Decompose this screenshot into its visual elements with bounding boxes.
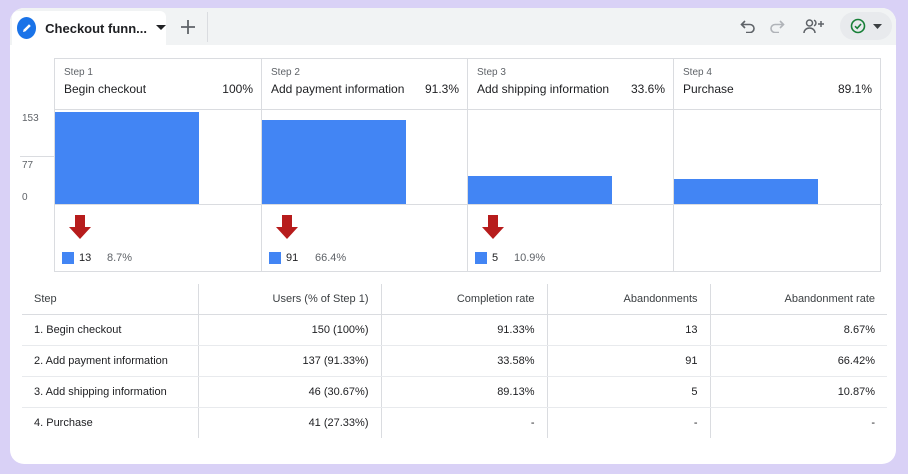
cell-abandonments: 5 (546, 376, 710, 408)
cell-abandonment-rate: 8.67% (709, 314, 887, 346)
y-tick-mid: 77 (22, 160, 34, 171)
funnel-bar[interactable] (55, 112, 199, 204)
abandonment-rate: 10.9% (514, 252, 546, 264)
abandonment-count: 13 (79, 252, 92, 264)
funnel-bar[interactable] (468, 176, 612, 204)
y-gridline (20, 156, 54, 157)
redo-icon (770, 20, 785, 33)
chevron-down-icon[interactable] (156, 25, 166, 31)
tab-title: Checkout funn... (45, 20, 147, 36)
cell-users: 46 (30.67%) (197, 376, 381, 408)
tab-bar: Checkout funn... (10, 8, 896, 45)
cell-completion-rate: 91.33% (380, 314, 547, 346)
step-percent: 91.3% (424, 82, 459, 96)
step-number: Step 1 (64, 67, 93, 78)
column-header-users[interactable]: Users (% of Step 1) (197, 284, 381, 315)
funnel-step-2[interactable]: Step 2 Add payment information 91.3% 91 … (262, 59, 468, 271)
y-tick-zero: 0 (22, 192, 28, 203)
abandonment-count: 91 (286, 252, 299, 264)
drop-arrow-icon (69, 215, 91, 239)
status-menu[interactable] (840, 12, 892, 40)
legend-swatch (475, 252, 487, 264)
share-button[interactable] (800, 14, 828, 38)
abandonment-rate: 66.4% (315, 252, 347, 264)
step-number: Step 2 (271, 67, 300, 78)
cell-abandonment-rate: - (709, 407, 887, 438)
drop-arrow-icon (482, 215, 504, 239)
step-percent: 100% (222, 82, 253, 96)
step-number: Step 3 (477, 67, 506, 78)
tab-checkout-funnel[interactable]: Checkout funn... (12, 11, 166, 45)
cell-completion-rate: 89.13% (380, 376, 547, 408)
report-window: Checkout funn... 153 77 0 Step 1 (10, 8, 896, 464)
plus-icon (180, 20, 195, 34)
baseline (55, 204, 882, 205)
y-tick-max: 153 (22, 113, 39, 124)
funnel-step-1[interactable]: Step 1 Begin checkout 100% 13 8.7% (55, 59, 262, 271)
cell-users: 150 (100%) (197, 314, 381, 346)
abandonment-rate: 8.7% (107, 252, 133, 264)
funnel-chart: Step 1 Begin checkout 100% 13 8.7% Step … (54, 58, 882, 272)
step-percent: 89.1% (837, 82, 872, 96)
header-divider (55, 109, 882, 110)
undo-icon (740, 20, 755, 33)
cell-abandonment-rate: 10.87% (709, 376, 887, 408)
step-name: Add shipping information (477, 82, 610, 96)
undo-button[interactable] (736, 14, 760, 38)
drop-arrow-icon (276, 215, 298, 239)
table-row: 2. Add payment information 137 (91.33%) … (22, 345, 887, 377)
table-row: 1. Begin checkout 150 (100%) 91.33% 13 8… (22, 314, 887, 346)
column-header-step[interactable]: Step (22, 284, 198, 315)
cell-step: 2. Add payment information (22, 345, 198, 377)
cell-abandonment-rate: 66.42% (709, 345, 887, 377)
cell-users: 137 (91.33%) (197, 345, 381, 377)
column-header-abandonment-rate[interactable]: Abandonment rate (709, 284, 887, 315)
table-header-row: Step Users (% of Step 1) Completion rate… (22, 284, 887, 315)
cell-users: 41 (27.33%) (197, 407, 381, 438)
step-name: Add payment information (271, 82, 405, 96)
column-header-completion-rate[interactable]: Completion rate (380, 284, 547, 315)
chevron-down-icon (872, 23, 882, 29)
check-circle-icon (851, 18, 866, 34)
table-row: 3. Add shipping information 46 (30.67%) … (22, 376, 887, 408)
abandonment-count: 5 (492, 252, 499, 264)
cell-abandonments: 91 (546, 345, 710, 377)
legend-swatch (269, 252, 281, 264)
funnel-step-3[interactable]: Step 3 Add shipping information 33.6% 5 … (468, 59, 674, 271)
step-number: Step 4 (683, 67, 712, 78)
cell-abandonments: - (546, 407, 710, 438)
column-header-abandonments[interactable]: Abandonments (546, 284, 710, 315)
cell-abandonments: 13 (546, 314, 710, 346)
cell-completion-rate: - (380, 407, 547, 438)
step-name: Purchase (683, 82, 734, 96)
funnel-bar[interactable] (674, 179, 818, 204)
pencil-icon[interactable] (17, 17, 37, 39)
funnel-table: Step Users (% of Step 1) Completion rate… (22, 284, 887, 438)
cell-step: 4. Purchase (34, 416, 93, 429)
funnel-step-4[interactable]: Step 4 Purchase 89.1% (674, 59, 880, 271)
funnel-bar[interactable] (262, 120, 406, 204)
cell-step: 1. Begin checkout (22, 314, 198, 346)
table-row: 4. Purchase 41 (27.33%) - - - (22, 407, 887, 438)
share-users-icon (803, 19, 824, 34)
step-percent: 33.6% (630, 82, 665, 96)
step-name: Begin checkout (64, 82, 147, 96)
redo-button[interactable] (765, 14, 789, 38)
legend-swatch (62, 252, 74, 264)
cell-step: 3. Add shipping information (22, 376, 198, 408)
add-tab-button[interactable] (168, 12, 208, 42)
cell-completion-rate: 33.58% (380, 345, 547, 377)
